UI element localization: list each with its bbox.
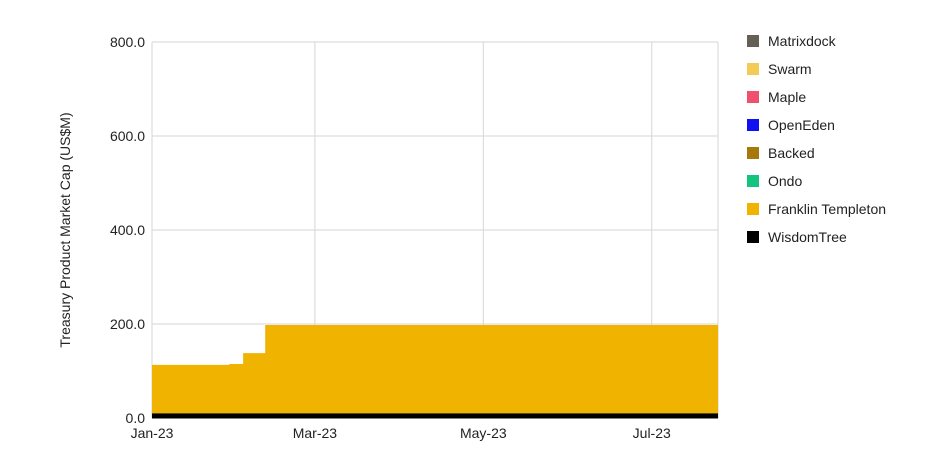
legend-label: Franklin Templeton — [768, 201, 886, 217]
legend-swatch — [747, 35, 759, 47]
legend: Matrixdock Swarm Maple OpenEden Backed Ondo Fr… — [747, 33, 886, 245]
y-tick-label: 0.0 — [126, 410, 146, 426]
legend-swatch — [747, 175, 759, 187]
y-tick-label: 400.0 — [110, 222, 145, 238]
legend-label: Backed — [768, 145, 815, 161]
y-axis: 0.0 200.0 400.0 600.0 800.0 — [110, 34, 145, 426]
x-tick-label: May-23 — [460, 425, 507, 441]
x-tick-label: Jan-23 — [131, 425, 174, 441]
y-tick-label: 800.0 — [110, 34, 145, 50]
stacked-areas — [152, 324, 718, 418]
legend-swatch — [747, 91, 759, 103]
legend-swatch — [747, 147, 759, 159]
y-axis-title: Treasury Product Market Cap (US$M) — [57, 112, 73, 347]
legend-label: Swarm — [768, 61, 812, 77]
y-tick-label: 200.0 — [110, 316, 145, 332]
x-tick-label: Mar-23 — [293, 425, 338, 441]
x-axis: Jan-23 Mar-23 May-23 Jul-23 — [131, 417, 718, 441]
legend-label: OpenEden — [768, 117, 835, 133]
y-tick-label: 600.0 — [110, 128, 145, 144]
legend-label: Ondo — [768, 173, 802, 189]
legend-label: WisdomTree — [768, 229, 847, 245]
area-wisdomtree — [152, 413, 718, 418]
legend-swatch — [747, 63, 759, 75]
area-franklin-templeton — [152, 324, 718, 414]
legend-label: Matrixdock — [768, 33, 837, 49]
legend-swatch — [747, 203, 759, 215]
legend-swatch — [747, 119, 759, 131]
x-tick-label: Jul-23 — [633, 425, 671, 441]
legend-label: Maple — [768, 89, 806, 105]
legend-swatch — [747, 231, 759, 243]
